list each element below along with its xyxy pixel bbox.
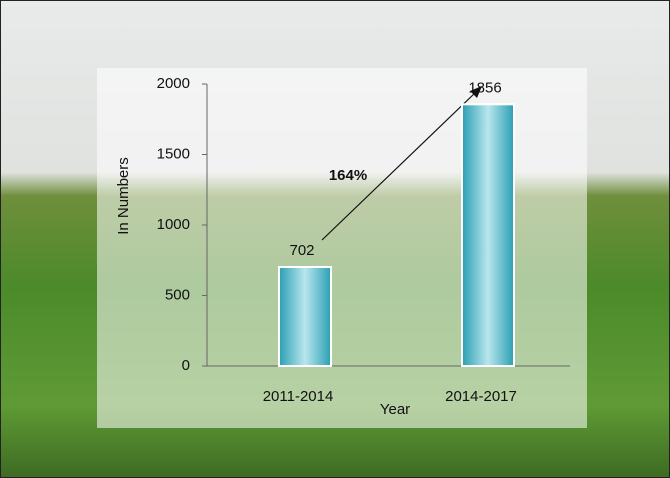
value-label: 1856 bbox=[468, 79, 501, 96]
arrow-head bbox=[470, 86, 482, 98]
y-tick-label: 500 bbox=[165, 286, 190, 303]
y-tick-label: 1000 bbox=[157, 216, 190, 233]
growth-arrow bbox=[321, 91, 477, 241]
y-axis-label: In Numbers bbox=[115, 157, 132, 235]
x-axis-label: Year bbox=[380, 401, 410, 418]
y-tick-label: 0 bbox=[182, 357, 190, 374]
y-tick-label: 1500 bbox=[157, 145, 190, 162]
bar bbox=[461, 103, 515, 368]
x-tick-label: 2011-2014 bbox=[263, 388, 334, 405]
value-label: 702 bbox=[289, 242, 314, 259]
y-tick-label: 2000 bbox=[157, 75, 190, 92]
bar bbox=[278, 266, 332, 368]
x-tick-label: 2014-2017 bbox=[445, 388, 517, 405]
annotation: 164% bbox=[329, 167, 367, 184]
